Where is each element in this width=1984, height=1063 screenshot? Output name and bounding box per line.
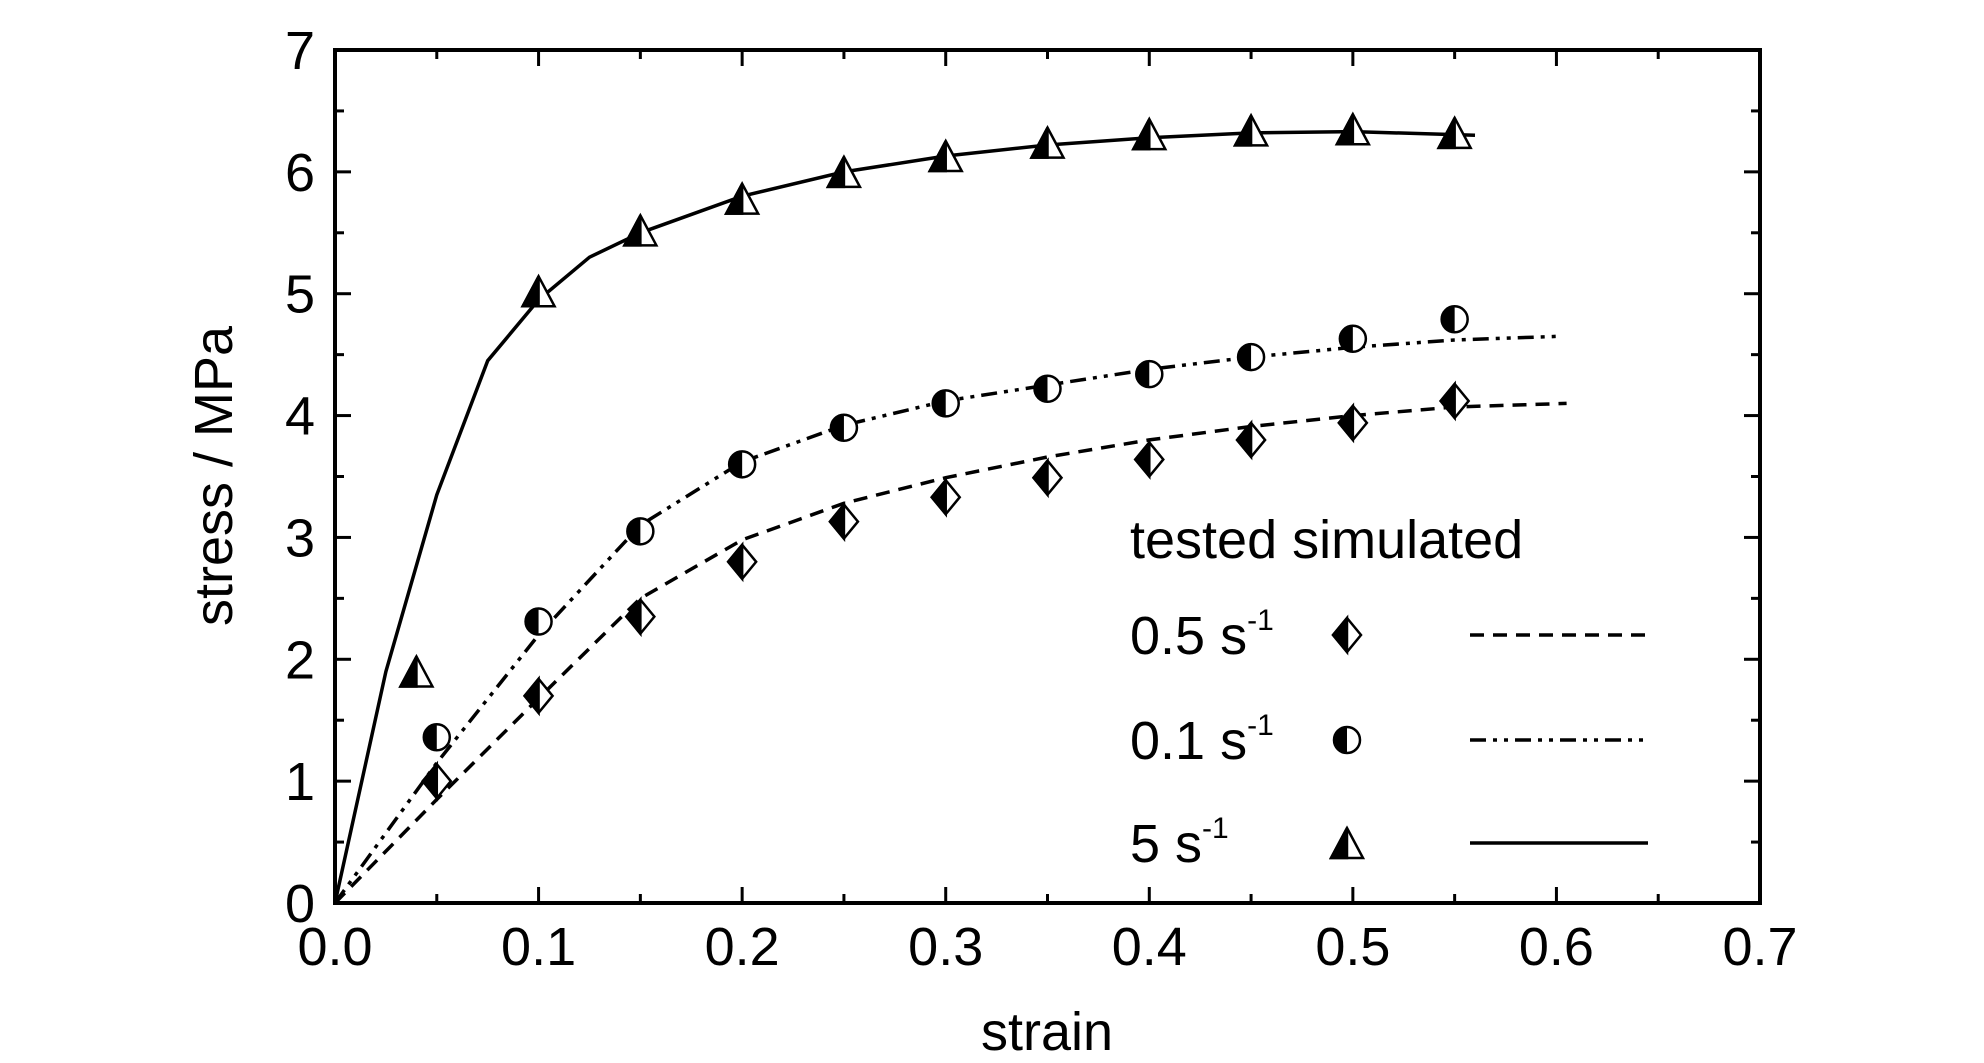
tested-point-rate_5 bbox=[398, 653, 435, 688]
y-tick-label: 0 bbox=[285, 874, 315, 934]
legend-label: 0.1 s-1 bbox=[1130, 709, 1274, 771]
x-tick-label: 0.5 bbox=[1315, 917, 1390, 977]
y-tick-label: 2 bbox=[285, 630, 315, 690]
tested-point-rate_5 bbox=[520, 273, 557, 308]
tested-point-rate_0_1 bbox=[727, 450, 757, 479]
y-tick-label: 4 bbox=[285, 387, 315, 447]
tested-point-rate_0_1 bbox=[1440, 305, 1469, 334]
tested-point-rate_0_5 bbox=[624, 596, 656, 638]
x-axis-label: strain bbox=[981, 1002, 1113, 1062]
tested-point-rate_5 bbox=[825, 154, 863, 189]
x-tick-label: 0.7 bbox=[1722, 917, 1797, 977]
x-axis-ticks: 0.0 0.1 0.2 0.3 0.4 0.5 0.6 0.7 bbox=[297, 50, 1798, 977]
tested-point-rate_5 bbox=[1131, 116, 1168, 151]
tested-markers bbox=[398, 111, 1473, 802]
tested-point-rate_0_1 bbox=[931, 389, 960, 418]
x-tick-label: 0.6 bbox=[1519, 917, 1594, 977]
x-tick-label: 0.1 bbox=[501, 917, 576, 977]
legend-entry: 5 s-1 bbox=[1130, 812, 1648, 874]
tested-point-rate_0_1 bbox=[1236, 342, 1266, 372]
legend-label: 5 s-1 bbox=[1130, 812, 1229, 874]
legend-label: 0.5 s-1 bbox=[1130, 604, 1274, 666]
x-tick-label: 0.4 bbox=[1112, 917, 1187, 977]
legend-marker bbox=[1331, 614, 1363, 656]
tested-point-rate_0_5 bbox=[421, 760, 453, 802]
tested-point-rate_5 bbox=[724, 181, 761, 215]
tested-point-rate_5 bbox=[1029, 124, 1066, 159]
y-tick-label: 1 bbox=[285, 752, 315, 812]
legend-marker bbox=[1328, 825, 1366, 860]
y-axis-ticks: 0 1 2 3 4 5 6 7 bbox=[285, 21, 1760, 934]
tested-point-rate_0_1 bbox=[1033, 374, 1062, 404]
tested-point-rate_0_5 bbox=[1133, 438, 1165, 480]
tested-point-rate_0_5 bbox=[1031, 457, 1064, 499]
tested-point-rate_0_5 bbox=[726, 541, 758, 583]
tested-point-rate_5 bbox=[622, 212, 659, 247]
tested-point-rate_0_5 bbox=[1439, 380, 1471, 422]
y-axis-label: stress / MPa bbox=[184, 325, 244, 626]
simulated-line-rate_0_1 bbox=[333, 334, 1557, 905]
tested-point-rate_5 bbox=[927, 138, 964, 173]
legend-label-superscript: -1 bbox=[1247, 709, 1274, 742]
legend-header: tested simulated bbox=[1130, 510, 1523, 570]
tested-point-rate_5 bbox=[1232, 112, 1270, 147]
tested-point-rate_0_1 bbox=[422, 723, 452, 752]
tested-point-rate_0_1 bbox=[1338, 324, 1368, 354]
tested-point-rate_0_5 bbox=[1337, 402, 1369, 444]
y-tick-label: 3 bbox=[285, 508, 315, 568]
legend: tested simulated 0.5 s-1 0.1 s-1 5 s-1 bbox=[1130, 510, 1648, 874]
legend-label-superscript: -1 bbox=[1202, 812, 1229, 845]
tested-point-rate_0_1 bbox=[1135, 359, 1164, 389]
legend-entry: 0.1 s-1 bbox=[1130, 709, 1648, 771]
legend-marker bbox=[1332, 725, 1362, 755]
tested-point-rate_0_5 bbox=[828, 501, 860, 543]
legend-label-superscript: -1 bbox=[1247, 604, 1274, 637]
y-tick-label: 7 bbox=[285, 21, 315, 81]
simulated-line-rate_0_5 bbox=[333, 401, 1567, 905]
legend-entry: 0.5 s-1 bbox=[1130, 604, 1648, 666]
x-tick-label: 0.3 bbox=[908, 917, 983, 977]
y-tick-label: 5 bbox=[285, 265, 315, 325]
tested-point-rate_0_1 bbox=[626, 517, 655, 546]
x-tick-label: 0.2 bbox=[705, 917, 780, 977]
tested-point-rate_0_5 bbox=[522, 675, 555, 717]
tested-point-rate_5 bbox=[1334, 111, 1371, 146]
tested-point-rate_0_5 bbox=[1235, 419, 1267, 461]
tested-point-rate_0_5 bbox=[930, 476, 962, 518]
x-tick-label: 0.0 bbox=[297, 917, 372, 977]
tested-point-rate_5 bbox=[1436, 115, 1473, 150]
y-tick-label: 6 bbox=[285, 143, 315, 203]
tested-point-rate_0_1 bbox=[829, 413, 859, 443]
tested-point-rate_0_1 bbox=[524, 607, 553, 636]
